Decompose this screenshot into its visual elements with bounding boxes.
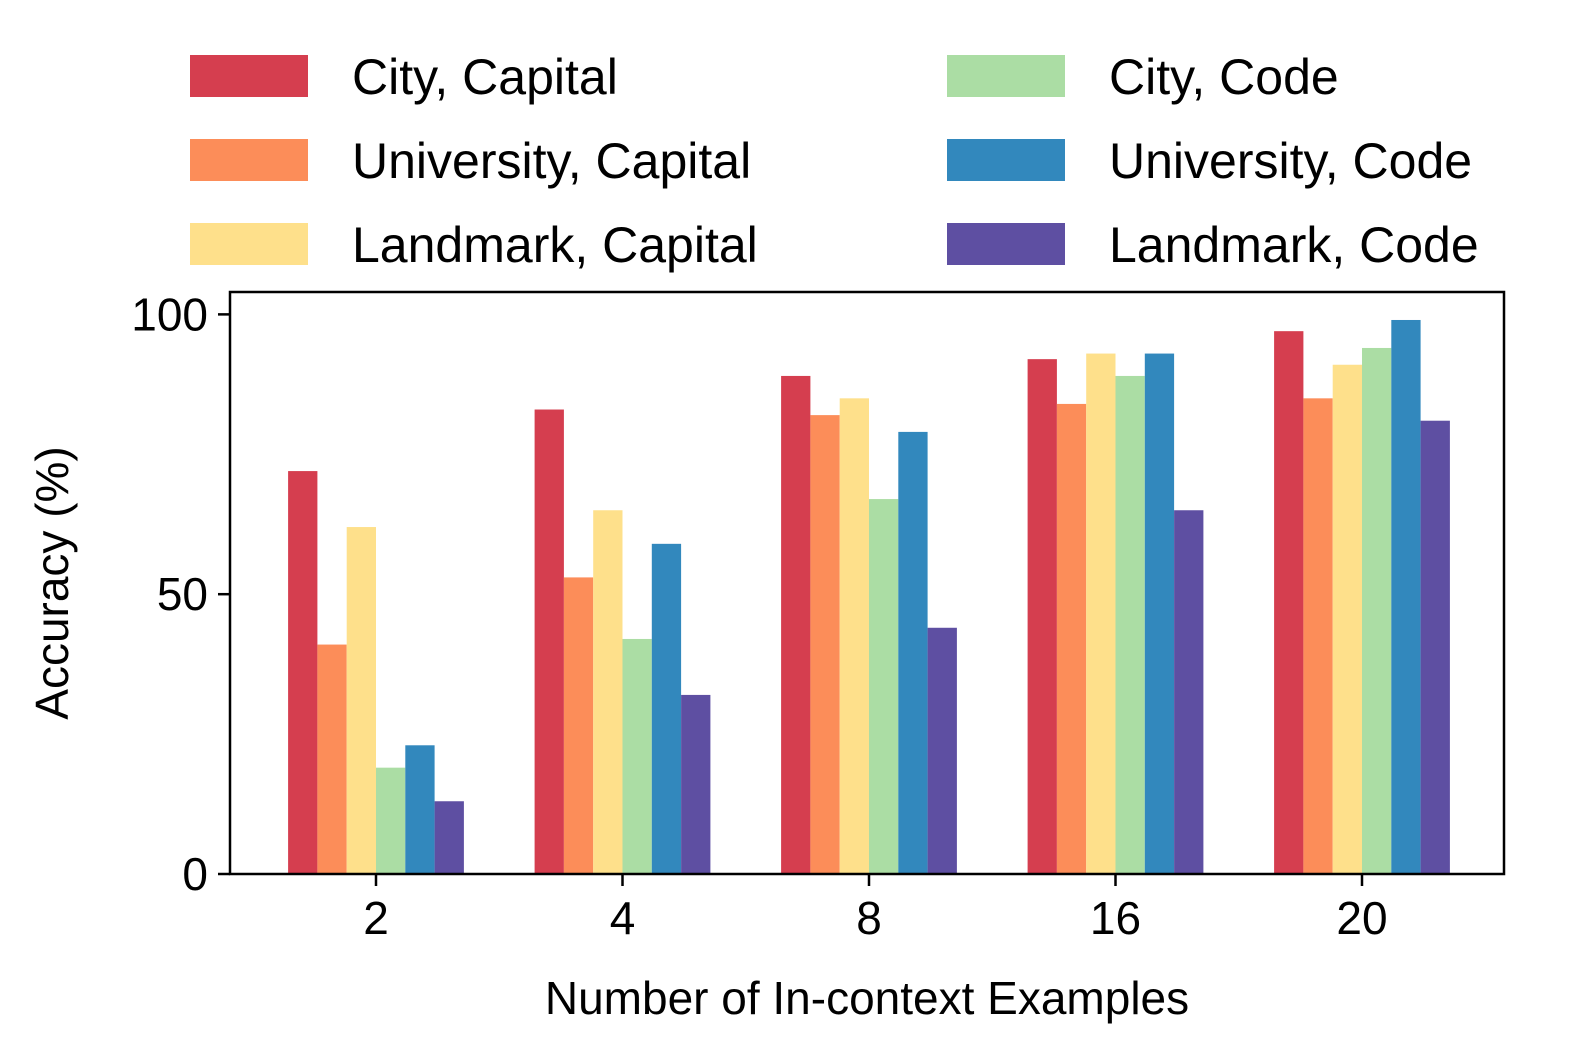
- x-tick-label: 2: [363, 892, 389, 944]
- legend-label-city-capital: City, Capital: [352, 49, 618, 105]
- bar-university-code-20: [1391, 319, 1421, 875]
- bar-city-code-16: [1115, 375, 1145, 874]
- bar-landmark-code-4: [681, 694, 711, 874]
- bar-university-code-2: [405, 745, 435, 874]
- bar-university-capital-4: [563, 577, 594, 874]
- y-axis-title: Accuracy (%): [26, 446, 78, 719]
- legend-swatch-landmark-capital: [190, 223, 308, 265]
- x-tick-label: 20: [1336, 892, 1387, 944]
- x-tick-label: 8: [856, 892, 882, 944]
- x-tick-label: 4: [610, 892, 636, 944]
- bar-landmark-capital-16: [1086, 353, 1116, 874]
- bar-city-capital-16: [1027, 359, 1057, 874]
- y-axis: 0 50 100: [131, 288, 230, 900]
- bar-landmark-capital-20: [1332, 364, 1362, 874]
- bar-landmark-code-2: [434, 801, 464, 874]
- bar-city-capital-20: [1274, 331, 1304, 874]
- bar-city-capital-4: [534, 409, 564, 874]
- bar-university-code-4: [651, 543, 682, 874]
- bar-landmark-code-16: [1174, 510, 1204, 874]
- bar-city-code-8: [869, 499, 899, 874]
- bar-university-code-8: [898, 431, 928, 874]
- legend-label-city-code: City, Code: [1109, 49, 1339, 105]
- bar-landmark-capital-8: [839, 398, 869, 874]
- plot-frame: [228, 290, 1506, 876]
- legend-label-landmark-code: Landmark, Code: [1109, 217, 1479, 273]
- legend-label-landmark-capital: Landmark, Capital: [352, 217, 758, 273]
- legend-swatch-university-code: [947, 139, 1065, 181]
- legend-label-university-code: University, Code: [1109, 133, 1472, 189]
- bar-landmark-code-8: [927, 627, 957, 874]
- bar-university-capital-2: [317, 644, 347, 874]
- y-tick-label: 100: [131, 288, 208, 340]
- bar-city-code-4: [622, 638, 652, 874]
- legend-label-university-capital: University, Capital: [352, 133, 751, 189]
- bar-city-code-2: [376, 767, 406, 874]
- bar-university-capital-20: [1303, 398, 1333, 874]
- x-axis: 2 4 8 16 20: [363, 874, 1388, 944]
- legend: City, Capital University, Capital Landmark…: [190, 49, 1479, 273]
- bar-city-code-20: [1362, 347, 1392, 875]
- legend-swatch-landmark-code: [947, 223, 1065, 265]
- x-axis-title: Number of In-context Examples: [545, 972, 1189, 1024]
- legend-swatch-university-capital: [190, 139, 308, 181]
- bar-landmark-code-20: [1420, 420, 1450, 874]
- y-tick-label: 50: [157, 568, 208, 620]
- legend-swatch-city-capital: [190, 55, 308, 97]
- bar-landmark-capital-4: [593, 510, 623, 874]
- bars: [288, 319, 1450, 875]
- bar-city-capital-2: [288, 471, 318, 874]
- bar-university-capital-16: [1056, 403, 1087, 874]
- bar-city-capital-8: [781, 375, 811, 874]
- bar-landmark-capital-2: [346, 527, 376, 874]
- bar-university-code-16: [1144, 353, 1175, 874]
- bar-university-capital-8: [810, 415, 840, 874]
- x-tick-label: 16: [1090, 892, 1141, 944]
- y-tick-label: 0: [182, 848, 208, 900]
- legend-swatch-city-code: [947, 55, 1065, 97]
